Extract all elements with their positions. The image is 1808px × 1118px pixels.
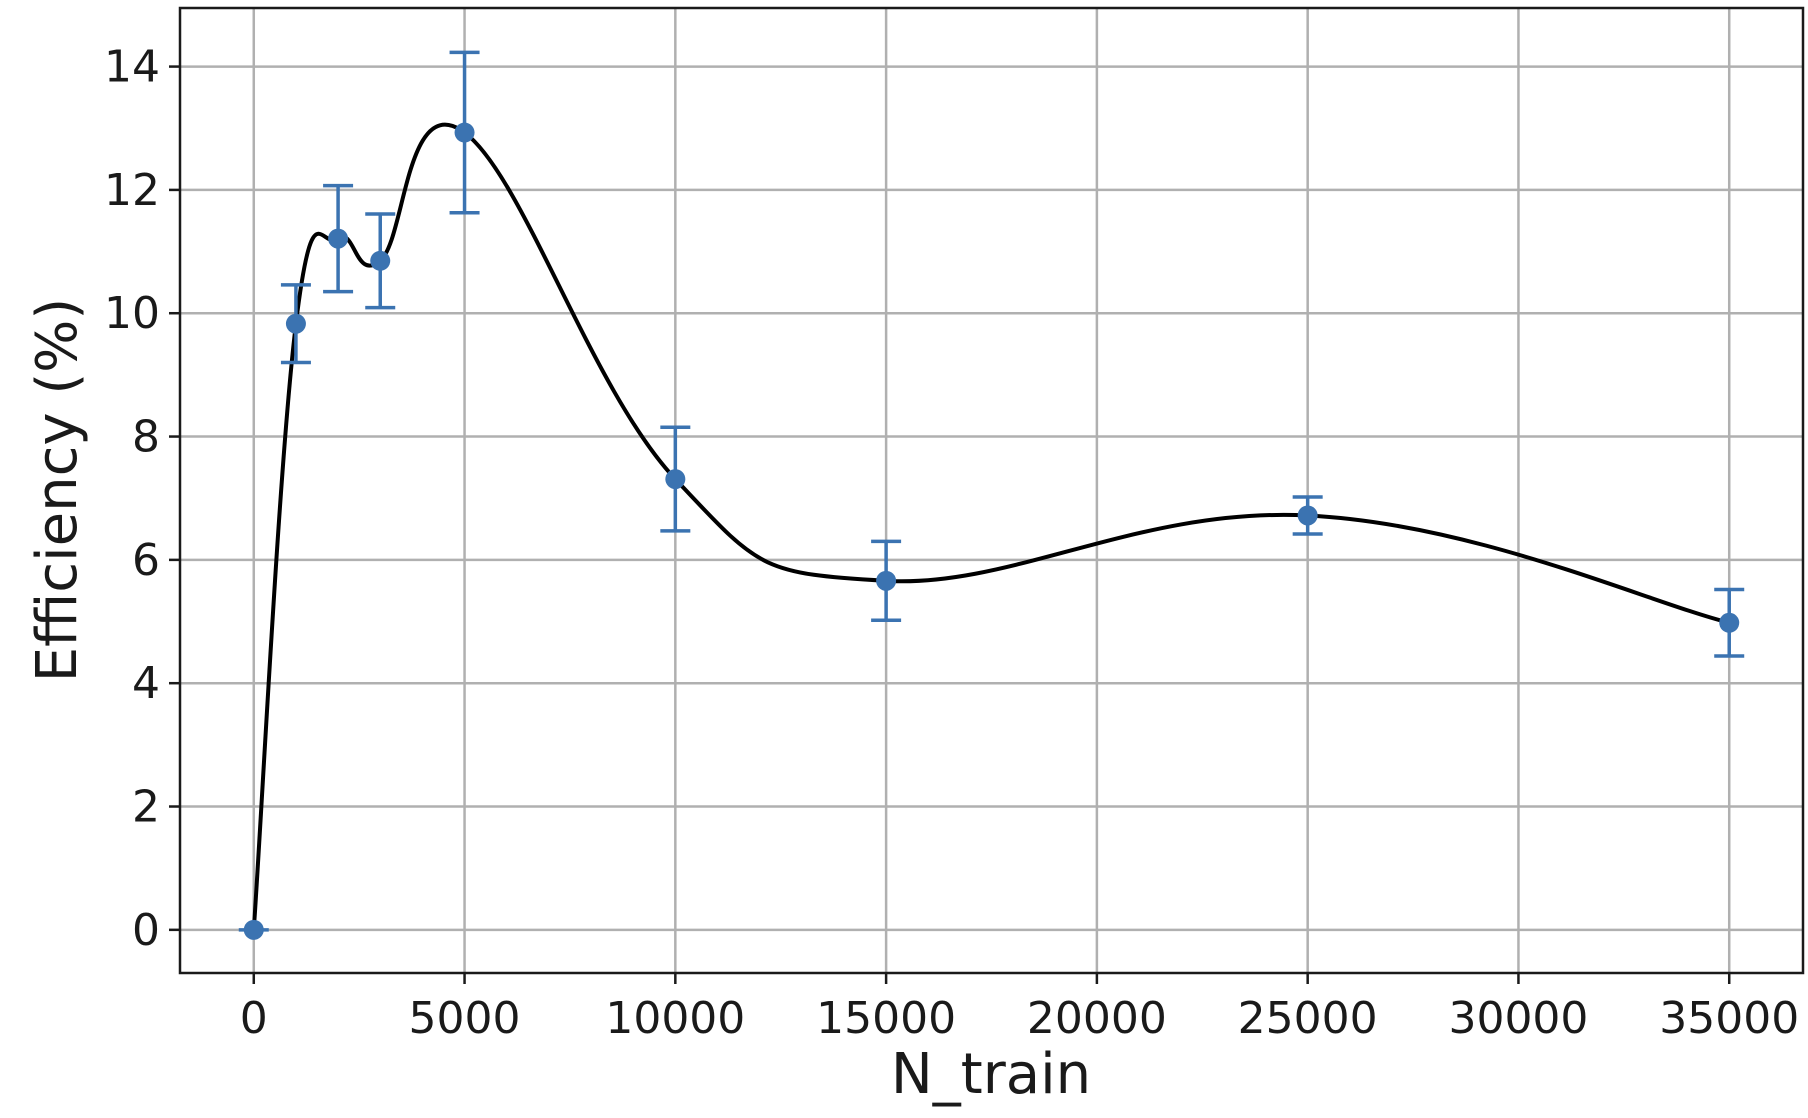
- data-point: [454, 122, 475, 143]
- x-tick-label: 35000: [1659, 993, 1799, 1044]
- x-tick-label: 30000: [1448, 993, 1588, 1044]
- data-point: [370, 250, 391, 271]
- data-point: [1297, 505, 1318, 526]
- y-tick-label: 0: [132, 905, 160, 956]
- y-tick-label: 2: [132, 782, 160, 833]
- data-point: [285, 313, 306, 334]
- x-tick-label: 20000: [1027, 993, 1167, 1044]
- x-tick-label: 15000: [816, 993, 956, 1044]
- y-tick-label: 4: [132, 658, 160, 709]
- y-tick-label: 10: [104, 288, 160, 339]
- fit-curve: [251, 122, 1730, 930]
- x-tick-label: 10000: [605, 993, 745, 1044]
- fit-curve-layer: [251, 122, 1730, 930]
- grid: [180, 8, 1803, 973]
- data-points: [243, 122, 1740, 940]
- data-point: [1719, 612, 1740, 633]
- y-axis-label: Efficiency (%): [25, 298, 90, 682]
- x-axis-label: N_train: [891, 1042, 1091, 1107]
- y-tick-label: 14: [104, 42, 160, 93]
- data-point: [328, 228, 349, 249]
- ticks: 0 5000 10000 15000 20000 25000 30000 35000 0 2 4 6 8…: [104, 42, 1799, 1044]
- data-point: [665, 469, 686, 490]
- y-tick-label: 6: [132, 535, 160, 586]
- data-point: [876, 570, 897, 591]
- x-tick-label: 25000: [1238, 993, 1378, 1044]
- plot-frame: [178, 6, 1805, 975]
- data-point: [243, 919, 264, 940]
- x-tick-label: 5000: [409, 993, 521, 1044]
- x-tick-label: 0: [240, 993, 268, 1044]
- y-tick-label: 12: [104, 165, 160, 216]
- y-tick-label: 8: [132, 412, 160, 463]
